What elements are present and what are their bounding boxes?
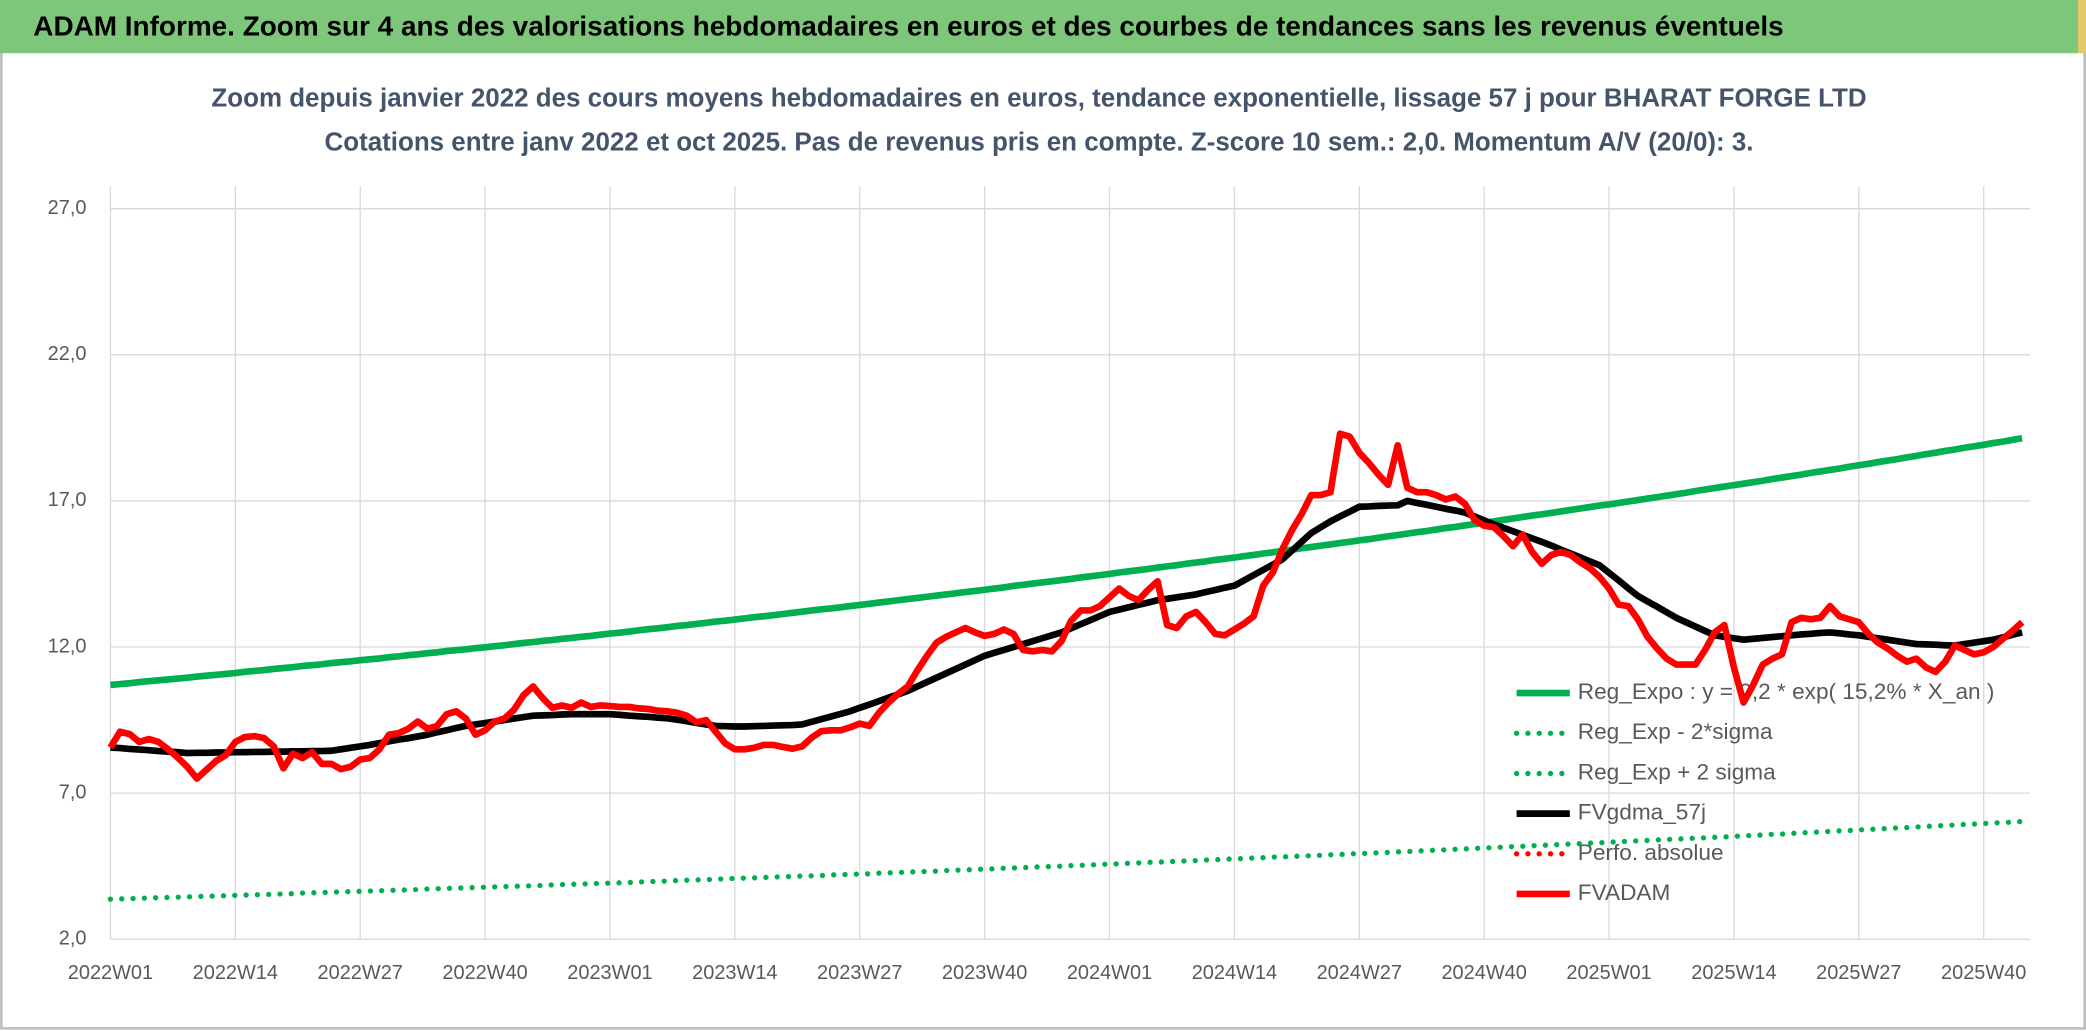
x-tick-label: 2025W14 [1691, 962, 1776, 984]
x-tick-label: 2024W40 [1441, 962, 1526, 984]
x-tick-label: 2023W27 [817, 962, 902, 984]
legend-label: Reg_Exp - 2*sigma [1578, 719, 1773, 744]
x-tick-label: 2022W27 [318, 962, 403, 984]
title-background [295, 77, 1791, 168]
grid: 2,0 7,0 12,0 17,0 22,0 27,0 2022W01 2022W14 2022… [48, 186, 2031, 984]
plot-area [107, 430, 2025, 902]
y-tick-label: 27,0 [48, 197, 87, 219]
banner-title: ADAM Informe. Zoom sur 4 ans des valoris… [33, 10, 1783, 41]
series-line [107, 818, 2025, 902]
x-tick-label: 2023W14 [692, 962, 777, 984]
x-tick-label: 2023W40 [942, 962, 1027, 984]
legend: Reg_Expo : y = 0,2 * exp( 15,2% * X_an )… [1513, 679, 1995, 905]
x-tick-label: 2024W14 [1192, 962, 1277, 984]
legend-label: Reg_Exp + 2 sigma [1578, 759, 1776, 784]
series-line [110, 434, 2023, 689]
legend-label: FVgdma_57j [1578, 800, 1706, 825]
legend-label: FVADAM [1578, 880, 1671, 905]
x-tick-label: 2025W27 [1816, 962, 1901, 984]
chart-subtitle: Cotations entre janv 2022 et oct 2025. P… [325, 129, 1754, 157]
y-tick-label: 22,0 [48, 343, 87, 365]
y-tick-label: 17,0 [48, 489, 87, 511]
series-line [107, 430, 2025, 782]
banner [0, 0, 2078, 54]
x-tick-label: 2023W01 [567, 962, 652, 984]
y-tick-label: 12,0 [48, 635, 87, 657]
x-tick-label: 2024W01 [1067, 962, 1152, 984]
x-tick-label: 2022W01 [68, 962, 153, 984]
x-tick-label: 2025W01 [1566, 962, 1651, 984]
y-tick-label: 2,0 [59, 927, 87, 949]
chart-title: Zoom depuis janvier 2022 des cours moyen… [211, 85, 1866, 113]
legend-label: Reg_Expo : y = 0,2 * exp( 15,2% * X_an ) [1578, 679, 1995, 704]
y-tick-label: 7,0 [59, 781, 87, 803]
x-tick-label: 2022W14 [193, 962, 278, 984]
x-tick-label: 2025W40 [1941, 962, 2026, 984]
x-tick-label: 2024W27 [1317, 962, 1402, 984]
x-tick-label: 2022W40 [442, 962, 527, 984]
banner-corner [2077, 0, 2086, 54]
